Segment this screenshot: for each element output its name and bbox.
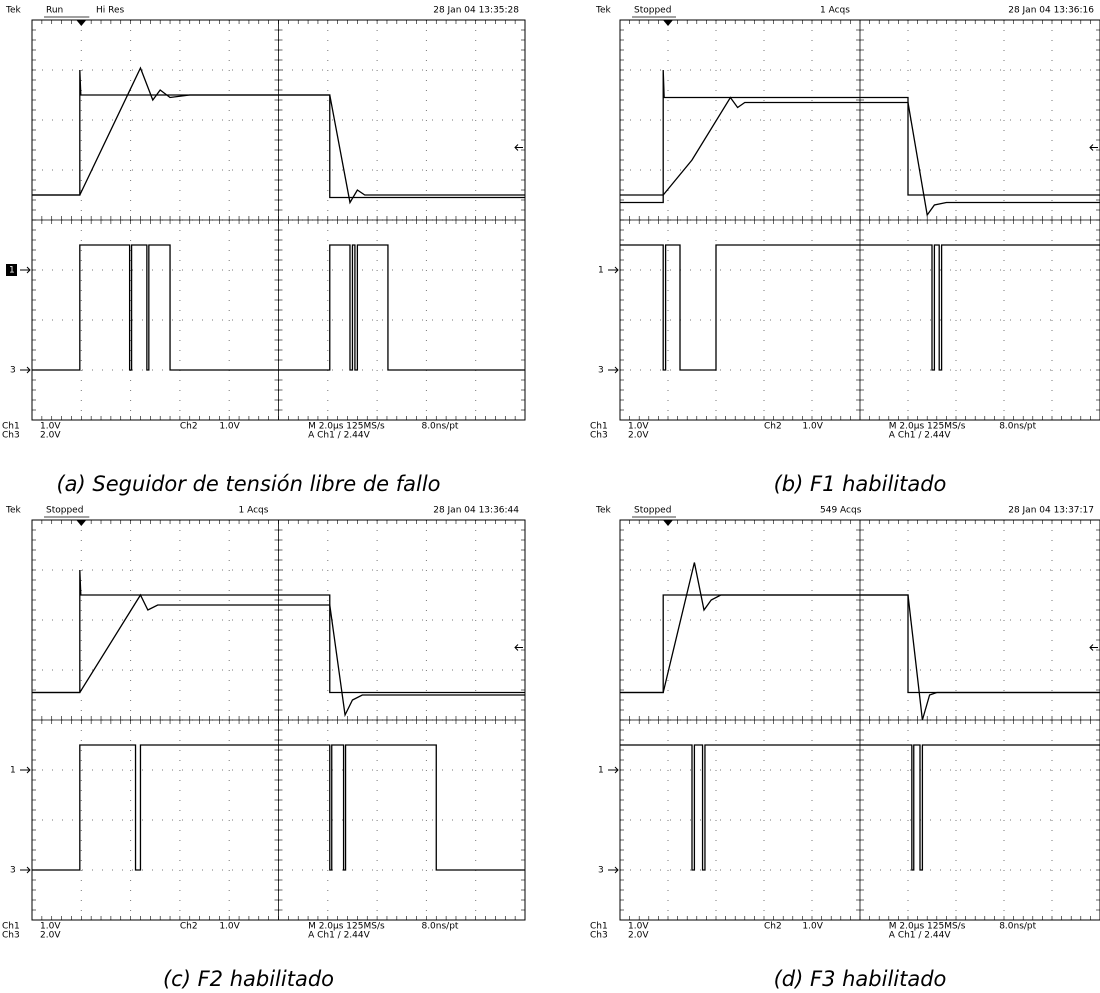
ch3-label: Ch3	[2, 431, 20, 441]
trigger-marker	[663, 20, 673, 26]
ch3-marker: 3	[10, 366, 16, 376]
trigger: A Ch1 ∕ 2.44V	[889, 431, 952, 441]
ch3-marker: 3	[598, 366, 604, 376]
ch3-scale: 2.0V	[40, 931, 61, 941]
offset-arrow	[1090, 645, 1098, 651]
acquisition: 1 Acqs	[239, 506, 269, 516]
tek-label: Tek	[595, 506, 612, 516]
marker-arrow	[608, 267, 618, 273]
tek-label: Tek	[5, 506, 22, 516]
ch3-marker: 3	[10, 866, 16, 876]
ch2-scale: 1.0V	[802, 922, 823, 932]
ch2-label: Ch2	[764, 422, 782, 432]
marker-arrow	[20, 867, 30, 873]
status: Stopped	[634, 506, 671, 516]
resolution: 8.0ns/pt	[999, 422, 1036, 432]
caption: (b) F1 habilitado	[774, 472, 947, 496]
acquisition: 1 Acqs	[820, 6, 850, 16]
marker-arrow	[608, 367, 618, 373]
offset-arrow	[515, 645, 523, 651]
ch2-scale: 1.0V	[219, 922, 240, 932]
marker-arrow	[608, 867, 618, 873]
scope-screen: 1 3 Tek Stopped 549 Acqs 28 Jan 04 13:37:17 Ch…	[590, 506, 1100, 992]
ch2-label: Ch2	[764, 922, 782, 932]
offset-arrow	[515, 145, 523, 151]
date: 28 Jan 04 13:37:17	[1008, 506, 1094, 516]
date: 28 Jan 04 13:36:16	[1008, 6, 1094, 16]
date: 28 Jan 04 13:36:44	[433, 506, 519, 516]
caption: (d) F3 habilitado	[774, 967, 947, 991]
marker-arrow	[20, 267, 30, 273]
resolution: 8.0ns/pt	[421, 922, 458, 932]
tek-label: Tek	[5, 6, 22, 16]
ch2-scale: 1.0V	[219, 422, 240, 432]
trigger-marker	[76, 20, 86, 26]
ch1-marker: 1	[10, 766, 16, 776]
page: 13TekRunHi Res28 Jan 04 13:35:28Ch11.0VC…	[0, 0, 1100, 993]
status: Run	[46, 6, 63, 16]
ch3-label: Ch3	[590, 431, 608, 441]
ch1-marker: 1	[598, 266, 604, 276]
marker-arrow	[20, 767, 30, 773]
marker-arrow	[20, 367, 30, 373]
acquisition: Hi Res	[96, 6, 125, 16]
ch2-scale: 1.0V	[802, 422, 823, 432]
tek-label: Tek	[595, 6, 612, 16]
offset-arrow	[1090, 145, 1098, 151]
marker-arrow	[608, 767, 618, 773]
trigger: A Ch1 ∕ 2.44V	[308, 431, 371, 441]
trigger-marker	[76, 520, 86, 526]
ch2-label: Ch2	[180, 922, 198, 932]
status: Stopped	[46, 506, 83, 516]
trigger: A Ch1 ∕ 2.44V	[308, 931, 371, 941]
caption: (c) F2 habilitado	[163, 967, 334, 991]
trigger: A Ch1 ∕ 2.44V	[889, 931, 952, 941]
ch3-scale: 2.0V	[628, 931, 649, 941]
trigger-marker	[663, 520, 673, 526]
ch3-scale: 2.0V	[628, 431, 649, 441]
resolution: 8.0ns/pt	[999, 922, 1036, 932]
ch3-marker: 3	[598, 866, 604, 876]
ch1-marker: 1	[598, 766, 604, 776]
status: Stopped	[634, 6, 671, 16]
ch1-marker: 1	[9, 266, 15, 276]
ch3-scale: 2.0V	[40, 431, 61, 441]
ch3-label: Ch3	[2, 931, 20, 941]
acquisition: 549 Acqs	[820, 506, 862, 516]
resolution: 8.0ns/pt	[421, 422, 458, 432]
ch3-label: Ch3	[590, 931, 608, 941]
caption: (a) Seguidor de tensión libre de fallo	[56, 472, 440, 496]
figure: 13TekRunHi Res28 Jan 04 13:35:28Ch11.0VC…	[0, 0, 1100, 993]
ch2-label: Ch2	[180, 422, 198, 432]
date: 28 Jan 04 13:35:28	[433, 6, 519, 16]
